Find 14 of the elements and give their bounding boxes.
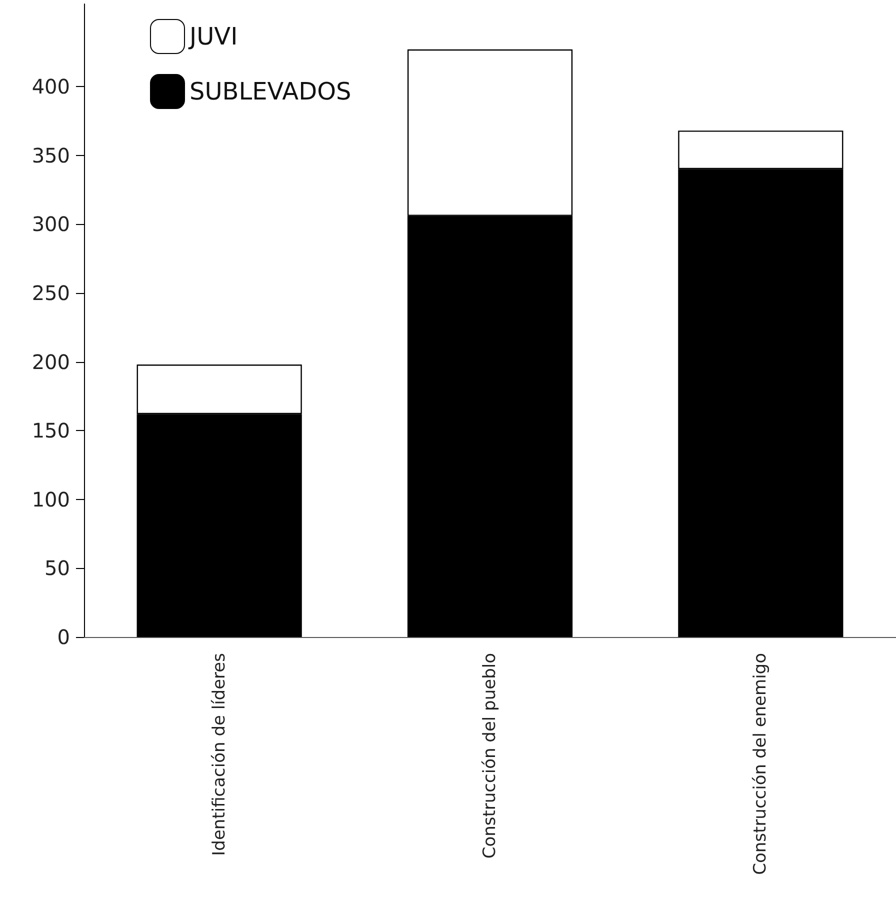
y-tick-label: 250 bbox=[32, 280, 70, 305]
legend-label: SUBLEVADOS bbox=[190, 78, 352, 106]
y-tick-label: 350 bbox=[32, 143, 70, 168]
legend-label: JUVI bbox=[188, 22, 238, 50]
y-tick-label: 150 bbox=[32, 418, 70, 443]
x-tick-label: Construcción del enemigo bbox=[750, 653, 771, 875]
x-tick-label: Construcción del pueblo bbox=[480, 653, 500, 859]
y-tick-label: 200 bbox=[32, 350, 70, 374]
y-tick-label: 100 bbox=[32, 487, 70, 512]
x-tick-label: Identificación de líderes bbox=[209, 652, 230, 856]
y-tick-label: 400 bbox=[32, 74, 70, 99]
y-tick-label: 0 bbox=[57, 625, 70, 649]
y-tick-label: 300 bbox=[32, 212, 70, 236]
y-tick-label: 50 bbox=[44, 556, 70, 580]
